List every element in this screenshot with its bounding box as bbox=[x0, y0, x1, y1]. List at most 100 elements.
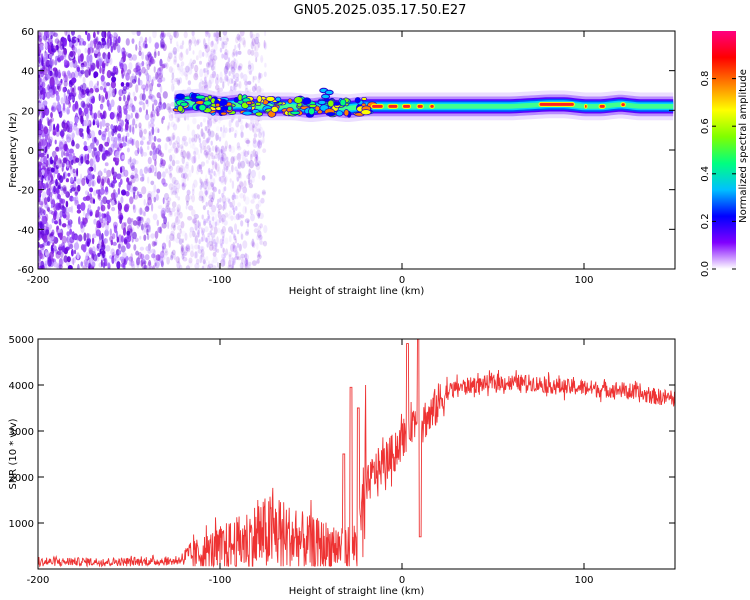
noise-cell bbox=[61, 235, 67, 244]
noise-cell bbox=[235, 51, 238, 57]
noise-cell bbox=[54, 156, 58, 165]
noise-cell bbox=[247, 49, 252, 56]
noise-cell bbox=[170, 230, 175, 236]
noise-cell bbox=[120, 196, 124, 204]
noise-cell bbox=[39, 42, 44, 47]
noise-cell bbox=[225, 167, 228, 172]
x-tick-label: -100 bbox=[209, 275, 232, 286]
noise-cell bbox=[89, 249, 93, 255]
noise-cell bbox=[43, 126, 49, 135]
noise-cell bbox=[211, 58, 216, 66]
noise-cell bbox=[193, 221, 197, 226]
noise-cell bbox=[179, 42, 183, 49]
noise-cell bbox=[42, 100, 48, 106]
noise-cell bbox=[217, 266, 220, 269]
noise-cell bbox=[191, 31, 195, 37]
noise-cell bbox=[141, 255, 146, 264]
noise-cell bbox=[109, 37, 112, 47]
noise-cell bbox=[53, 123, 56, 131]
noise-cell bbox=[171, 72, 175, 80]
noise-cell bbox=[92, 180, 95, 187]
noise-cell bbox=[236, 256, 242, 261]
noise-cell bbox=[181, 245, 184, 253]
noise-cell bbox=[75, 143, 80, 149]
noise-cell bbox=[209, 130, 215, 138]
noise-cell bbox=[240, 72, 244, 80]
noise-cell bbox=[46, 241, 51, 246]
noise-cell bbox=[66, 109, 70, 115]
noise-cell bbox=[220, 243, 223, 249]
noise-cell bbox=[209, 57, 214, 66]
noise-cell bbox=[139, 128, 144, 136]
noise-cell bbox=[230, 263, 234, 269]
ridge-blob bbox=[265, 96, 276, 102]
noise-cell bbox=[89, 158, 94, 167]
noise-cell bbox=[187, 80, 192, 86]
noise-cell bbox=[199, 142, 202, 148]
noise-cell bbox=[178, 238, 183, 245]
noise-cell bbox=[151, 79, 154, 87]
noise-cell bbox=[208, 61, 211, 68]
noise-cell bbox=[122, 227, 127, 236]
noise-cell bbox=[250, 41, 254, 50]
noise-cell bbox=[255, 153, 258, 163]
noise-cell bbox=[248, 60, 251, 67]
noise-cell bbox=[200, 249, 205, 258]
noise-cell bbox=[241, 257, 244, 265]
noise-cell bbox=[71, 249, 74, 257]
noise-cell bbox=[245, 122, 248, 129]
noise-cell bbox=[164, 142, 168, 151]
noise-cell bbox=[55, 154, 58, 162]
noise-cell bbox=[83, 107, 89, 115]
noise-cell bbox=[132, 91, 136, 97]
noise-cell bbox=[85, 159, 90, 165]
noise-cell bbox=[143, 87, 146, 94]
noise-cell bbox=[187, 124, 190, 132]
noise-cell bbox=[125, 135, 128, 143]
noise-cell bbox=[152, 31, 157, 39]
noise-cell bbox=[109, 235, 114, 243]
noise-cell bbox=[97, 51, 101, 57]
colorbar-tick-label: 0.6 bbox=[700, 118, 711, 134]
noise-cell bbox=[177, 196, 181, 201]
noise-cell bbox=[216, 236, 219, 245]
noise-cell bbox=[38, 210, 41, 218]
noise-cell bbox=[194, 223, 198, 231]
noise-cell bbox=[217, 227, 221, 233]
noise-cell bbox=[152, 265, 156, 269]
noise-cell bbox=[177, 142, 180, 149]
noise-cell bbox=[106, 211, 110, 217]
noise-cell bbox=[131, 263, 136, 269]
ridge-blob bbox=[207, 94, 213, 100]
noise-cell bbox=[224, 75, 229, 81]
noise-cell bbox=[100, 259, 103, 268]
noise-cell bbox=[250, 199, 255, 204]
noise-cell bbox=[123, 94, 126, 102]
ridge-blob bbox=[270, 105, 279, 113]
noise-cell bbox=[214, 144, 218, 153]
noise-cell bbox=[39, 46, 44, 51]
noise-cell bbox=[106, 136, 110, 145]
noise-cell bbox=[196, 164, 202, 173]
noise-cell bbox=[244, 196, 250, 205]
noise-cell bbox=[69, 92, 73, 97]
noise-cell bbox=[174, 78, 179, 82]
noise-cell bbox=[172, 190, 177, 196]
noise-cell bbox=[93, 31, 96, 39]
noise-cell bbox=[143, 234, 147, 241]
noise-cell bbox=[104, 162, 109, 167]
noise-cell bbox=[168, 136, 174, 142]
noise-cell bbox=[181, 40, 185, 46]
noise-cell bbox=[66, 106, 70, 115]
noise-cell bbox=[43, 109, 47, 116]
noise-cell bbox=[191, 183, 195, 192]
noise-cell bbox=[169, 38, 173, 45]
noise-cell bbox=[242, 155, 247, 162]
noise-cell bbox=[162, 171, 166, 179]
noise-cell bbox=[164, 250, 169, 256]
noise-cell bbox=[72, 124, 78, 131]
noise-cell bbox=[211, 40, 214, 46]
noise-cell bbox=[104, 128, 108, 133]
noise-cell bbox=[198, 239, 201, 245]
noise-cell bbox=[202, 205, 206, 211]
